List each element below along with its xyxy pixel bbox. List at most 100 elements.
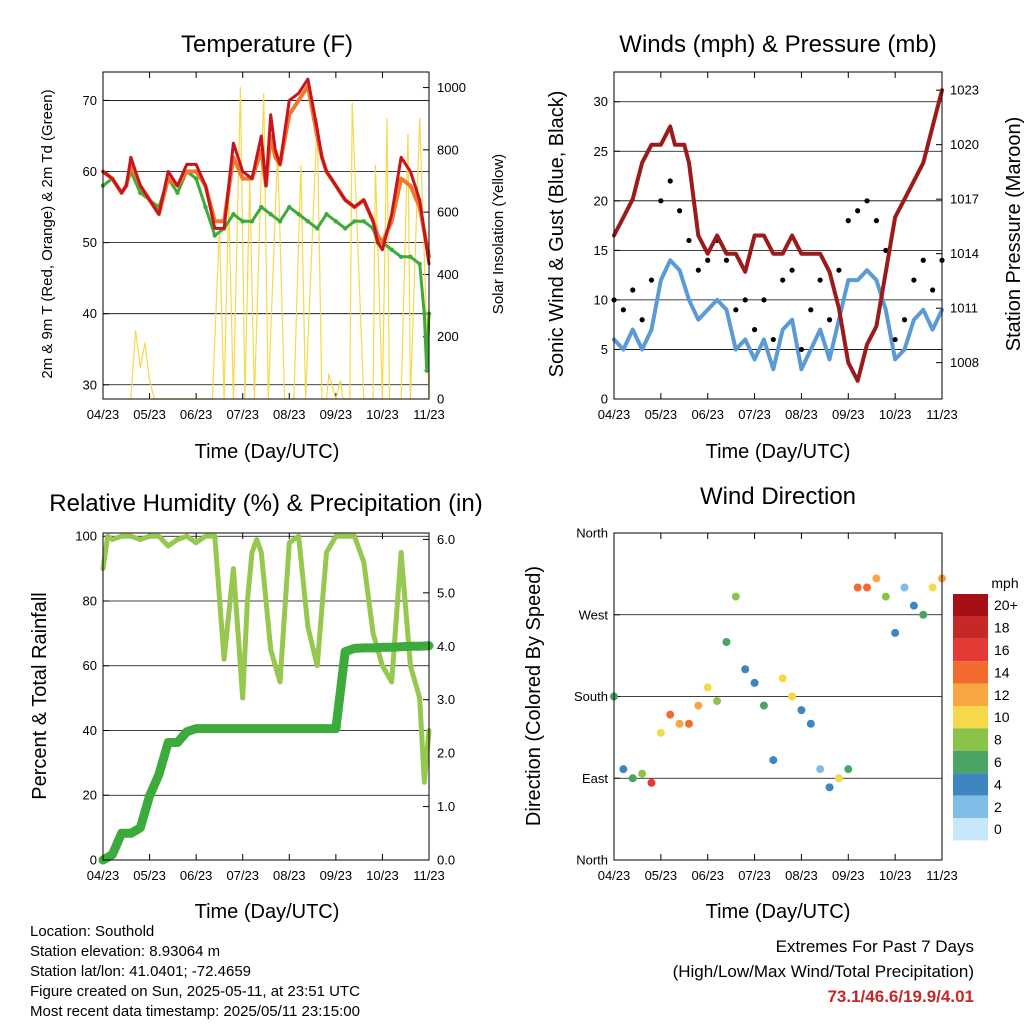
gust-point	[761, 297, 767, 303]
y-tick-label: 70	[83, 93, 97, 108]
colorbar-swatch	[953, 795, 988, 818]
y-tick-label: 5	[601, 342, 608, 357]
x-tick-label: 04/23	[87, 407, 120, 422]
plot-frame	[102, 532, 430, 861]
gust-point	[911, 277, 917, 283]
y2-tick-label: 400	[437, 267, 459, 282]
direction-point	[853, 583, 862, 592]
wind-direction-xlabel: Time (Day/UTC)	[706, 901, 851, 923]
y-tick-label: North	[576, 853, 608, 868]
x-tick-label: 06/23	[180, 407, 213, 422]
colorbar-label: 0	[994, 821, 1002, 837]
direction-point	[647, 778, 656, 787]
gust-point	[658, 198, 664, 204]
dewpoint-point	[231, 211, 236, 217]
wind-direction-ylabel: Direction (Colored By Speed)	[523, 566, 545, 826]
gust-point	[686, 237, 692, 244]
x-tick-label: 05/23	[133, 407, 166, 422]
x-tick-label: 10/23	[879, 868, 912, 883]
precip-line	[98, 641, 434, 865]
humidity-title: Relative Humidity (%) & Precipitation (i…	[49, 490, 482, 517]
winds-ylabel: Sonic Wind & Gust (Blue, Black)	[546, 91, 568, 378]
x-tick-label: 09/23	[320, 868, 353, 883]
dewpoint-point	[175, 190, 180, 196]
dewpoint-point	[361, 219, 366, 224]
y-tick-label: East	[582, 771, 608, 786]
direction-point	[694, 701, 703, 710]
plot-frame	[613, 71, 943, 400]
x-tick-label: 10/23	[366, 868, 399, 883]
wind-direction-panel: Wind Direction 04/23 05/23 06/23 07/23 08/23…	[523, 483, 1019, 923]
dewpoint-point	[259, 204, 264, 210]
x-tick-label: 06/23	[691, 868, 724, 883]
plot-frame	[613, 532, 943, 861]
y2-tick-label: 1017	[950, 192, 979, 207]
temperature-y2label: Solar Insolation (Yellow)	[490, 154, 507, 314]
station-location: Location: Southold	[30, 923, 155, 940]
gust-point	[901, 317, 908, 323]
x-tick-label: 11/23	[926, 868, 958, 883]
colorbar-swatch	[953, 750, 988, 774]
gust-point	[798, 346, 805, 353]
colorbar-swatch	[953, 594, 988, 617]
extremes-subtitle: (High/Low/Max Wind/Total Precipitation)	[672, 962, 974, 981]
direction-point	[900, 583, 909, 592]
y-tick-label: 20	[594, 193, 608, 208]
direction-point	[778, 674, 787, 683]
y2-tick-label: 200	[437, 329, 459, 344]
gust-point	[648, 277, 655, 283]
direction-point	[863, 583, 872, 592]
colorbar-title: mph	[991, 575, 1018, 591]
colorbar-label: 16	[994, 642, 1010, 658]
direction-point	[638, 769, 647, 778]
colorbar-swatch	[953, 773, 988, 796]
x-tick-label: 05/23	[645, 868, 678, 883]
direction-point	[816, 765, 825, 774]
y2-tick-label: 0	[437, 392, 444, 407]
colorbar-label: 18	[994, 620, 1010, 636]
temperature-title: Temperature (F)	[181, 31, 353, 58]
dewpoint-point	[352, 219, 357, 224]
direction-point	[759, 701, 768, 710]
y-tick-label: 40	[83, 723, 97, 738]
y-tick-label: 100	[75, 529, 97, 544]
dewpoint-point	[268, 211, 273, 217]
gust-point	[705, 257, 711, 263]
y-tick-label: 80	[83, 593, 97, 608]
x-tick-label: 10/23	[879, 407, 912, 422]
direction-point	[684, 719, 693, 728]
temperature-plot-area: 04/23 05/23 06/23 07/23 08/23 09/23 10/23 11/23…	[83, 71, 466, 422]
dewpoint-point	[422, 311, 427, 316]
colorbar-label: 14	[994, 664, 1010, 680]
x-tick-label: 09/23	[832, 868, 865, 883]
dewpoint-point	[333, 219, 339, 224]
y2-tick-label: 1.0	[437, 799, 455, 814]
y-tick-label: 30	[594, 94, 608, 109]
x-tick-label: 07/23	[226, 407, 259, 422]
colorbar-swatch	[953, 728, 988, 751]
temperature-ylabel: 2m & 9m T (Red, Orange) & 2m Td (Green)	[39, 89, 56, 378]
winds-title: Winds (mph) & Pressure (mb)	[619, 31, 936, 58]
colorbar-label: 12	[994, 687, 1010, 703]
gust-point	[930, 287, 936, 293]
direction-point	[844, 765, 853, 774]
winds-panel: Winds (mph) & Pressure (mb) 04/23 05/23 06…	[546, 31, 1024, 463]
direction-point	[806, 719, 815, 728]
dewpoint-point	[203, 204, 208, 210]
x-tick-label: 11/23	[926, 407, 958, 422]
x-tick-label: 09/23	[320, 407, 353, 422]
colorbar-label: 10	[994, 709, 1010, 725]
x-tick-label: 08/23	[785, 868, 818, 883]
colorbar-label: 2	[994, 799, 1002, 815]
winds-plot-area: 04/23 05/23 06/23 07/23 08/23 09/23 10/23 11/23…	[594, 71, 979, 422]
x-tick-label: 08/23	[273, 407, 306, 422]
dewpoint-point	[277, 219, 283, 224]
humidity-ylabel: Percent & Total Rainfall	[29, 592, 51, 800]
y2-tick-label: 6.0	[437, 532, 455, 547]
gust-point	[770, 336, 776, 343]
x-tick-label: 08/23	[785, 407, 818, 422]
solar-line	[130, 86, 430, 400]
x-tick-label: 04/23	[87, 868, 120, 883]
direction-point	[834, 774, 843, 783]
